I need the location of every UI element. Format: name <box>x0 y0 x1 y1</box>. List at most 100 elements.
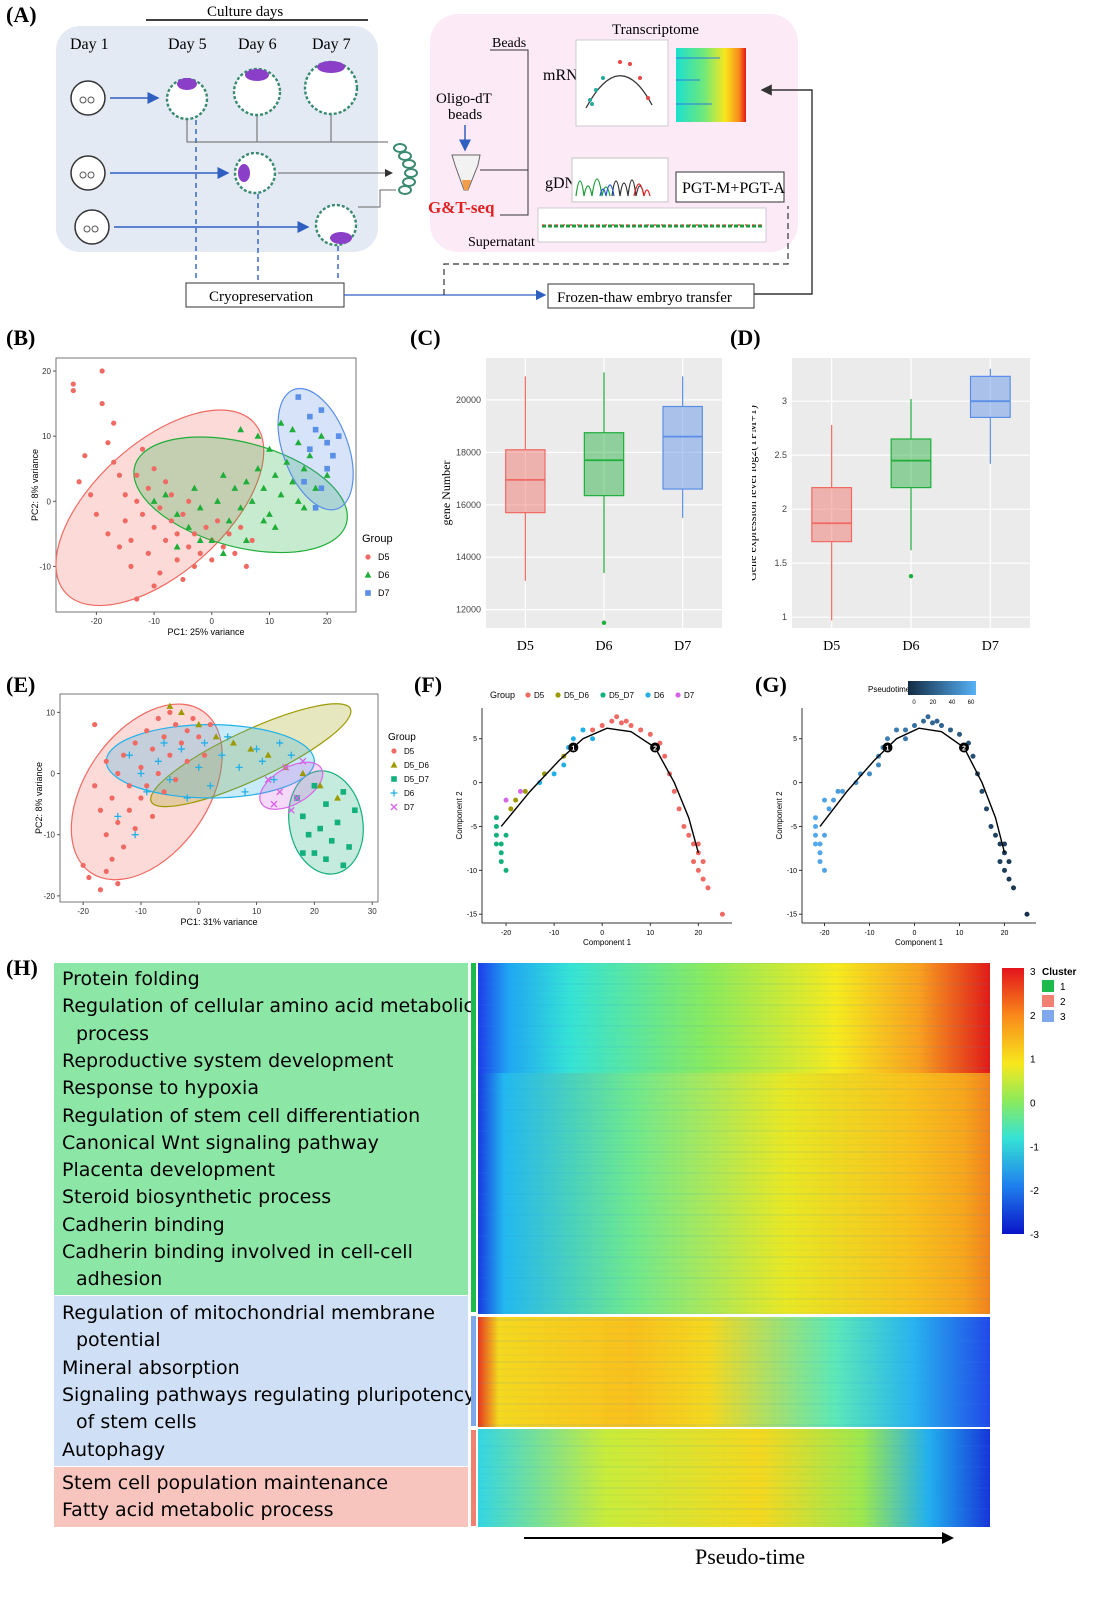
outlier-point <box>601 620 607 625</box>
data-point <box>813 832 818 838</box>
x-axis-label: Component 1 <box>583 938 632 947</box>
data-point <box>691 859 697 865</box>
data-point <box>580 727 586 733</box>
plot-area <box>55 357 357 613</box>
series-d5 <box>80 709 213 893</box>
data-point <box>599 723 605 729</box>
colorbar-tick-label: -2 <box>1030 1186 1039 1197</box>
data-point <box>323 801 329 807</box>
y-tick-label: 3 <box>782 396 787 406</box>
data-point <box>230 739 237 746</box>
data-point <box>835 788 841 794</box>
data-point <box>253 745 261 753</box>
data-point <box>167 752 173 758</box>
cluster-bar-blue <box>471 1316 476 1426</box>
data-point <box>311 850 318 856</box>
data-point <box>238 524 244 530</box>
data-point <box>312 504 319 511</box>
day7-label: Day 7 <box>312 36 351 53</box>
data-point <box>161 734 167 740</box>
data-point <box>186 498 192 504</box>
legend-title: Group <box>490 690 515 700</box>
panel-label-g: (G) <box>755 672 787 697</box>
data-point <box>618 720 624 726</box>
data-point <box>232 550 238 556</box>
data-point <box>163 537 169 543</box>
data-point <box>97 887 104 893</box>
data-point <box>628 723 634 729</box>
y-axis-label: Component 2 <box>455 791 464 840</box>
data-point <box>114 812 122 820</box>
data-point <box>186 544 192 550</box>
series-d7 <box>264 757 307 814</box>
data-point <box>270 800 278 808</box>
data-point <box>312 426 319 433</box>
colorbar-tick-label: 2 <box>1030 1011 1036 1022</box>
box-body <box>662 405 703 490</box>
series-d7 <box>295 394 342 511</box>
legend-marker <box>391 748 397 754</box>
x-tick-label: -20 <box>819 930 829 937</box>
box-d7 <box>969 368 1011 464</box>
data-point <box>318 407 325 413</box>
x-axis-label: PC1: 31% variance <box>180 917 257 927</box>
x-tick-label: 10 <box>956 930 964 937</box>
go-box-blue <box>54 1296 468 1466</box>
outlier-point <box>908 573 914 579</box>
x-tick-label: D5 <box>823 639 840 654</box>
data-point <box>242 536 250 543</box>
data-point <box>219 549 227 556</box>
data-point <box>493 832 499 838</box>
chart-h-heatmap: 3 2 1 0 -1 -2 -3 Cluster 1 2 3 Pseudo-time <box>478 963 1077 1569</box>
box-body <box>505 449 546 514</box>
data-point <box>149 746 156 752</box>
data-point <box>134 596 140 602</box>
legend-tick-label: 60 <box>968 700 975 706</box>
x-tick-label: D6 <box>595 639 612 654</box>
data-point <box>139 511 146 517</box>
data-point <box>99 368 105 374</box>
data-point <box>151 466 157 472</box>
go-term: Stem cell population maintenance <box>62 1472 389 1494</box>
legend-marker <box>390 761 398 768</box>
box-d5 <box>811 424 853 621</box>
y-tick-label: 1.5 <box>774 558 787 568</box>
cluster-legend-label: 2 <box>1060 997 1066 1008</box>
data-point <box>334 819 341 826</box>
mini-heatmap <box>676 48 746 122</box>
y-tick-label: 1 <box>782 612 787 622</box>
data-point <box>132 825 138 832</box>
data-point <box>173 777 179 783</box>
data-point <box>92 783 98 789</box>
data-point <box>277 491 285 498</box>
data-point <box>283 458 291 465</box>
data-point <box>1024 911 1030 917</box>
legend-tick-label: 40 <box>949 700 956 706</box>
legend-marker <box>600 692 606 698</box>
data-point <box>312 484 320 491</box>
data-point <box>335 433 342 439</box>
data-point <box>157 570 163 576</box>
go-term: Canonical Wnt signaling pathway <box>62 1131 379 1154</box>
data-point <box>305 831 312 838</box>
data-point <box>225 517 233 524</box>
data-point <box>131 831 139 839</box>
mini-trajectory-plot <box>575 39 669 127</box>
data-point <box>218 751 226 759</box>
data-point <box>822 867 827 873</box>
legend-marker <box>365 590 371 596</box>
colorbar-tick-label: 1 <box>1030 1055 1036 1066</box>
legend-tick-label: 0 <box>912 700 916 706</box>
legend-label: D5 <box>404 747 415 756</box>
data-point <box>493 823 499 829</box>
data-point <box>867 771 872 777</box>
data-point <box>276 788 284 796</box>
x-tick-label: -20 <box>501 930 511 937</box>
box-body <box>583 432 625 497</box>
y-axis-label: PC2: 8% variance <box>30 449 40 521</box>
data-point <box>316 782 324 789</box>
ellipse-d7 <box>277 387 354 511</box>
y-tick-label: 0 <box>793 780 797 787</box>
y-axis-label: Component 2 <box>775 791 784 840</box>
data-point <box>103 758 109 764</box>
